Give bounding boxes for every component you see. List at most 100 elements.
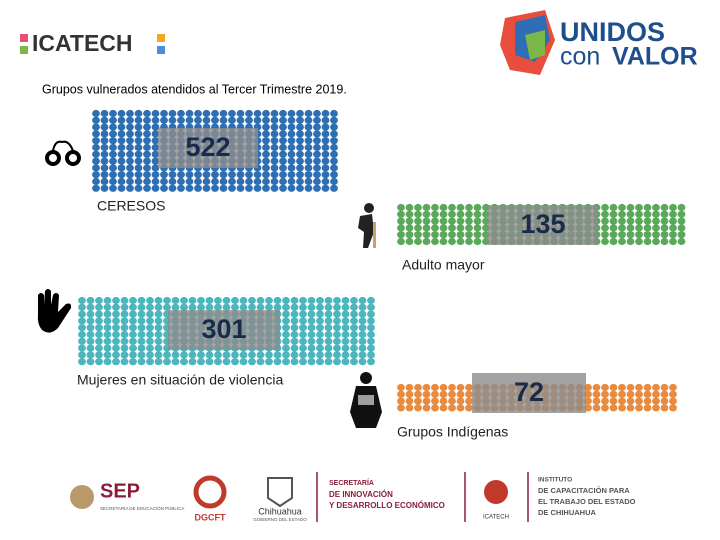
dot — [86, 330, 95, 339]
dot — [652, 383, 660, 392]
dot — [262, 137, 270, 145]
dot — [245, 171, 253, 179]
dot — [256, 296, 265, 305]
dot — [330, 150, 338, 158]
dot — [350, 317, 358, 325]
footer-text: DE CAPACITACIÓN PARA — [538, 486, 630, 495]
dot — [126, 150, 134, 158]
dot — [100, 184, 109, 192]
dot — [669, 383, 677, 392]
dot — [296, 143, 304, 152]
dot — [273, 351, 282, 359]
dot — [117, 143, 126, 152]
dot — [78, 337, 86, 345]
dot — [643, 231, 652, 239]
dot — [439, 237, 448, 246]
dot — [299, 330, 307, 339]
dot — [146, 317, 154, 325]
dot — [465, 404, 473, 412]
dot — [86, 296, 95, 305]
dot — [146, 296, 154, 305]
dot — [95, 344, 103, 352]
dot — [456, 217, 465, 225]
dot — [324, 344, 333, 352]
dot — [287, 150, 296, 158]
dot — [222, 296, 231, 305]
dot — [321, 123, 330, 131]
dot — [151, 116, 160, 124]
dot — [482, 224, 490, 232]
dot — [103, 303, 112, 311]
dot — [168, 184, 177, 192]
dot — [601, 390, 609, 398]
dot — [414, 390, 422, 398]
dot — [282, 310, 290, 318]
dot — [456, 231, 465, 239]
dot — [316, 310, 324, 318]
dot — [422, 203, 431, 212]
dot — [296, 130, 304, 138]
dot — [194, 184, 202, 192]
dot — [330, 143, 338, 152]
dot — [313, 150, 321, 158]
logo-text: UNIDOS — [560, 17, 665, 47]
dot — [405, 383, 414, 392]
dot — [367, 324, 375, 332]
dot — [194, 116, 202, 124]
dot — [618, 390, 626, 398]
dot — [177, 177, 185, 186]
dot — [618, 397, 626, 405]
chain — [52, 140, 74, 152]
logo-square — [157, 34, 165, 42]
dot — [422, 397, 431, 405]
dot — [279, 171, 287, 179]
dot — [290, 310, 299, 318]
dot — [120, 317, 129, 325]
dot — [431, 404, 439, 412]
dot — [78, 324, 86, 332]
dot — [154, 296, 163, 305]
dot — [367, 303, 375, 311]
dot — [160, 171, 168, 179]
dot — [117, 157, 126, 165]
dot — [239, 358, 248, 366]
dot — [253, 177, 262, 186]
dot — [618, 203, 626, 212]
dot — [422, 383, 431, 392]
dot — [296, 157, 304, 165]
dot — [143, 130, 151, 138]
dot — [270, 130, 279, 138]
dot — [120, 344, 129, 352]
dot — [103, 296, 112, 305]
dot — [473, 210, 482, 218]
dot — [228, 109, 236, 118]
dot — [296, 116, 304, 124]
dot — [236, 109, 245, 118]
dot — [126, 130, 134, 138]
dot — [228, 171, 236, 179]
dot — [112, 317, 120, 325]
dot — [609, 210, 618, 218]
handcuffs-icon — [45, 140, 81, 166]
dot — [652, 237, 660, 246]
dot — [333, 303, 341, 311]
dot — [78, 358, 86, 366]
dot — [290, 337, 299, 345]
body — [358, 214, 374, 248]
dot — [333, 310, 341, 318]
dot — [313, 184, 321, 192]
dot — [120, 296, 129, 305]
dot — [626, 237, 635, 246]
dot — [202, 171, 211, 179]
dot — [205, 358, 214, 366]
dot — [279, 123, 287, 131]
dot — [448, 397, 456, 405]
dot — [439, 217, 448, 225]
dot — [397, 217, 405, 225]
dot — [431, 231, 439, 239]
dot — [304, 130, 313, 138]
dot — [330, 164, 338, 172]
footer-text: SECRETARÍA — [329, 478, 374, 487]
dot — [601, 383, 609, 392]
dot — [231, 358, 239, 366]
